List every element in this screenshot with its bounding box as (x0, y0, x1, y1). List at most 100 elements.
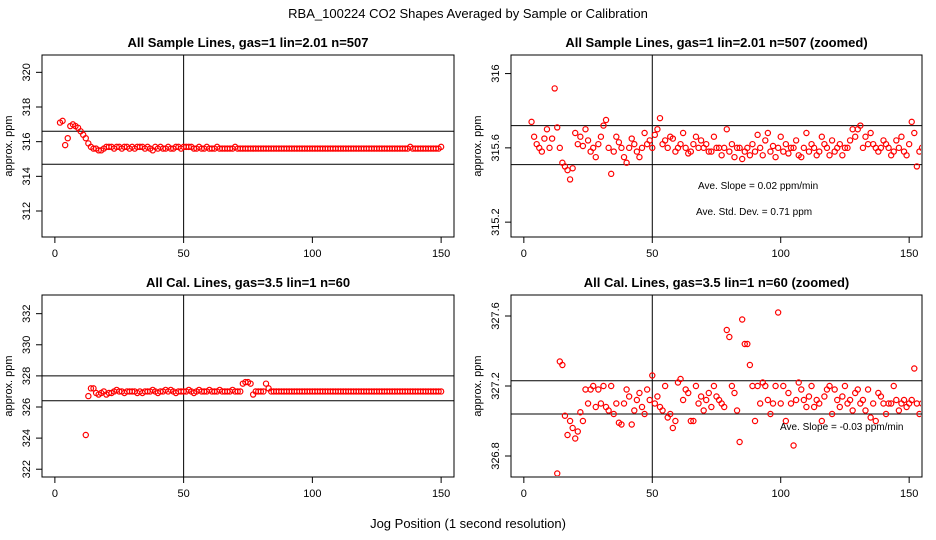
data-point (574, 140, 581, 148)
data-point (749, 382, 756, 390)
data-point (577, 133, 584, 140)
data-point (862, 133, 869, 140)
data-point (554, 470, 561, 476)
data-point (782, 140, 790, 148)
x-tick-label: 100 (772, 248, 790, 260)
data-point (543, 126, 551, 133)
data-point (705, 389, 712, 397)
data-point (880, 400, 887, 407)
data-point (633, 396, 641, 404)
data-point (607, 382, 615, 390)
data-point (638, 144, 646, 152)
data-point (679, 129, 687, 137)
data-point (600, 382, 607, 390)
data-point (649, 144, 656, 152)
y-tick-label: 328 (21, 367, 33, 385)
chart-panel-3: All Cal. Lines, gas=3.5 lin=1 n=60 approx… (3, 275, 455, 500)
data-point (790, 144, 797, 152)
chart-title: All Cal. Lines, gas=3.5 lin=1 n=60 (zoom… (584, 275, 850, 290)
figure-xlabel: Jog Position (1 second resolution) (370, 516, 566, 531)
data-point (918, 144, 921, 151)
data-point (85, 392, 92, 400)
data-point (795, 379, 802, 386)
x-tick-label: 150 (900, 248, 918, 260)
data-point (922, 142, 927, 147)
data-point (774, 309, 782, 316)
data-point (785, 389, 792, 397)
data-point (677, 140, 684, 148)
data-point (918, 400, 921, 407)
data-point (572, 435, 579, 442)
data-point (605, 407, 612, 414)
data-point (885, 400, 892, 407)
data-point (638, 403, 646, 411)
data-point (736, 438, 743, 446)
data-point (898, 133, 905, 140)
x-tick-label: 0 (52, 248, 58, 260)
y-tick-label: 315.2 (490, 208, 502, 236)
data-point (932, 142, 936, 147)
data-point (574, 428, 581, 435)
data-point (731, 389, 738, 397)
data-point (754, 382, 761, 390)
data-point (672, 417, 679, 425)
data-point (697, 393, 705, 400)
data-point (636, 389, 643, 397)
data-point (744, 340, 751, 348)
y-tick-label: 327.6 (490, 302, 502, 330)
y-axis-label: approx. ppm (3, 355, 15, 416)
data-point (846, 396, 854, 404)
data-point (831, 386, 838, 393)
data-point (237, 388, 244, 395)
data-point (728, 140, 736, 148)
data-point (572, 129, 579, 137)
data-point (623, 386, 630, 393)
data-point (882, 410, 890, 418)
data-point (877, 393, 885, 400)
chart-annotation: Ave. Slope = -0.03 ppm/min (780, 422, 904, 433)
data-point (661, 382, 669, 390)
data-point (661, 137, 669, 144)
y-tick-label: 318 (21, 98, 33, 116)
data-points (528, 85, 936, 183)
data-point (257, 388, 265, 395)
data-point (592, 403, 599, 411)
data-point (805, 393, 813, 400)
data-point (927, 134, 932, 139)
data-point (908, 118, 915, 126)
data-point (792, 396, 800, 404)
data-point (751, 148, 759, 155)
data-point (769, 400, 777, 407)
data-point (569, 424, 576, 432)
data-point (82, 134, 89, 142)
data-point (607, 170, 615, 178)
data-point (903, 152, 910, 159)
data-point (690, 140, 697, 148)
x-tick-label: 0 (521, 488, 527, 500)
data-point (769, 142, 777, 150)
data-point (818, 133, 826, 140)
data-point (841, 144, 849, 152)
data-point (641, 129, 648, 137)
data-point (584, 137, 592, 144)
data-point (900, 396, 908, 404)
data-point (859, 144, 867, 152)
data-point (620, 400, 628, 407)
data-point (559, 361, 566, 369)
data-point (679, 396, 687, 404)
data-point (816, 148, 823, 155)
data-point (703, 396, 710, 404)
x-tick-label: 150 (432, 488, 450, 500)
data-point (836, 140, 844, 148)
y-tick-label: 324 (21, 429, 33, 447)
data-point (867, 414, 874, 421)
y-tick-label: 320 (21, 63, 33, 81)
data-point (718, 152, 725, 159)
data-point (695, 400, 702, 407)
figure-title: RBA_100224 CO2 Shapes Averaged by Sample… (288, 6, 648, 21)
data-point (703, 140, 710, 148)
data-point (682, 144, 689, 152)
data-point (546, 144, 553, 152)
data-point (887, 400, 895, 407)
data-point (569, 165, 576, 172)
